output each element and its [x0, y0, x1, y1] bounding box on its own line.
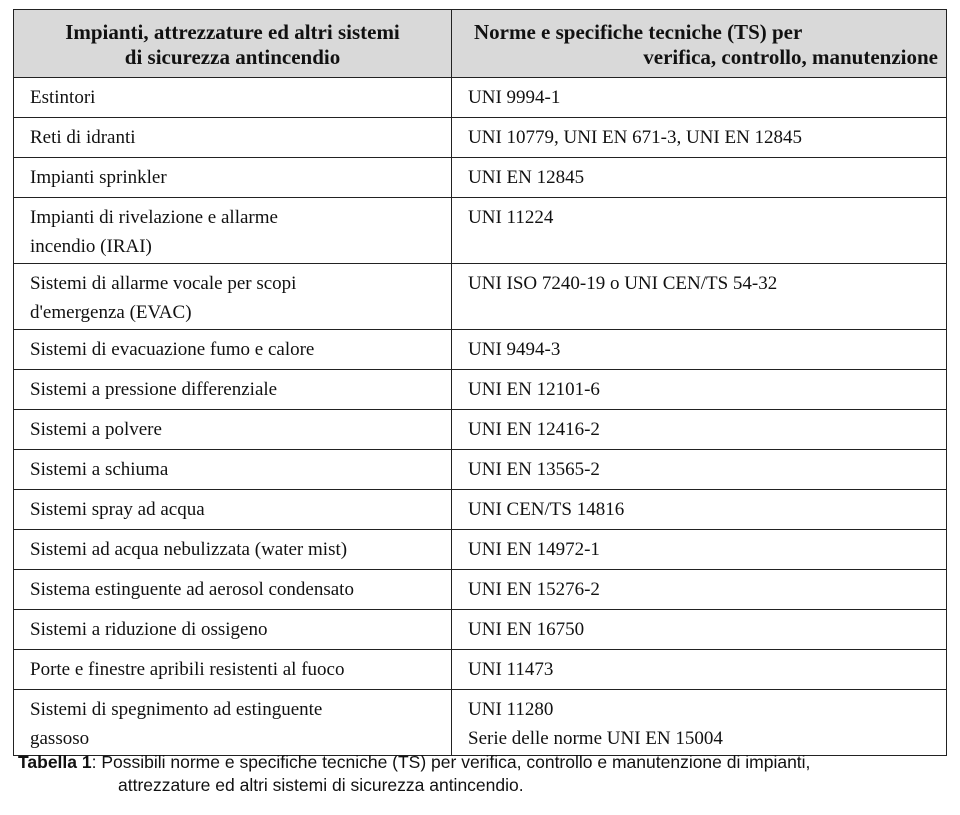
header-norms-line-1: Norme e specifiche tecniche (TS) per: [474, 20, 803, 44]
norm-reference: UNI 11473: [468, 659, 554, 680]
cell-system: Sistemi a pressione differenziale: [13, 369, 452, 410]
cell-norms: UNI EN 13565-2: [451, 449, 947, 490]
norm-reference: Serie delle norme UNI EN 15004: [468, 728, 723, 749]
norm-reference: UNI CEN/TS 14816: [468, 499, 625, 520]
header-norms: Norme e specifiche tecniche (TS) per ver…: [451, 9, 947, 78]
system-name: Sistemi di allarme vocale per scopi: [30, 273, 297, 294]
caption-text-line-2: attrezzature ed altri sistemi di sicurez…: [118, 775, 524, 795]
system-name: Sistemi a pressione differenziale: [30, 379, 278, 400]
system-name: Sistemi ad acqua nebulizzata (water mist…: [30, 539, 348, 560]
system-name: Sistemi di spegnimento ad estinguente: [30, 699, 323, 720]
caption-text-line-1: : Possibili norme e specifiche tecniche …: [91, 752, 811, 772]
cell-system: Sistemi a schiuma: [13, 449, 452, 490]
norm-reference: UNI EN 12416-2: [468, 419, 600, 440]
cell-norms: UNI CEN/TS 14816: [451, 489, 947, 530]
table-body: Estintori UNI 9994-1 Reti di idranti UNI 10…: [13, 77, 947, 756]
system-name: Porte e finestre apribili resistenti al …: [30, 659, 345, 680]
header-systems-line-1: Impianti, attrezzature ed altri sistemi: [65, 20, 400, 44]
system-name: incendio (IRAI): [30, 236, 152, 257]
cell-system: Sistema estinguente ad aerosol condensat…: [13, 569, 452, 610]
table-row: Sistemi ad acqua nebulizzata (water mist…: [13, 529, 947, 570]
norm-reference: UNI EN 12845: [468, 167, 585, 188]
table-row: Estintori UNI 9994-1: [13, 77, 947, 118]
table-row: Sistemi a schiuma UNI EN 13565-2: [13, 449, 947, 490]
table-caption: Tabella 1: Possibili norme e specifiche …: [18, 751, 953, 797]
cell-norms: UNI 9994-1: [451, 77, 947, 118]
system-name: Sistema estinguente ad aerosol condensat…: [30, 579, 354, 600]
cell-norms: UNI 11280 Serie delle norme UNI EN 15004: [451, 689, 947, 756]
table-row: Reti di idranti UNI 10779, UNI EN 671-3, …: [13, 117, 947, 158]
table-row: Impianti di rivelazione e allarme incendi…: [13, 197, 947, 264]
cell-system: Sistemi a polvere: [13, 409, 452, 450]
table-row: Sistemi a pressione differenziale UNI EN …: [13, 369, 947, 410]
cell-system: Estintori: [13, 77, 452, 118]
norm-reference: UNI 9994-1: [468, 87, 561, 108]
header-systems-line-2: di sicurezza antincendio: [124, 45, 341, 69]
cell-norms: UNI 9494-3: [451, 329, 947, 370]
cell-norms: UNI EN 14972-1: [451, 529, 947, 570]
table-row: Sistemi di allarme vocale per scopi d'eme…: [13, 263, 947, 330]
cell-norms: UNI 10779, UNI EN 671-3, UNI EN 12845: [451, 117, 947, 158]
cell-system: Sistemi a riduzione di ossigeno: [13, 609, 452, 650]
table-row: Sistemi spray ad acqua UNI CEN/TS 14816: [13, 489, 947, 530]
table-row: Impianti sprinkler UNI EN 12845: [13, 157, 947, 198]
standards-table: Impianti, attrezzature ed altri sistemi …: [13, 9, 947, 756]
norm-reference: UNI 9494-3: [468, 339, 561, 360]
cell-system: Sistemi di spegnimento ad estinguente gas…: [13, 689, 452, 756]
table-row: Sistemi di evacuazione fumo e calore UNI …: [13, 329, 947, 370]
norm-reference: UNI 10779, UNI EN 671-3, UNI EN 12845: [468, 127, 803, 148]
cell-norms: UNI EN 12101-6: [451, 369, 947, 410]
norm-reference: UNI 11224: [468, 207, 554, 228]
header-norms-line-2: verifica, controllo, manutenzione: [643, 45, 938, 69]
system-name: d'emergenza (EVAC): [30, 302, 192, 323]
system-name: Sistemi a riduzione di ossigeno: [30, 619, 268, 640]
norm-reference: UNI EN 15276-2: [468, 579, 600, 600]
norm-reference: UNI 11280: [468, 699, 554, 720]
system-name: Reti di idranti: [30, 127, 136, 148]
table-row: Sistemi di spegnimento ad estinguente gas…: [13, 689, 947, 756]
cell-system: Sistemi di allarme vocale per scopi d'eme…: [13, 263, 452, 330]
header-systems: Impianti, attrezzature ed altri sistemi …: [13, 9, 452, 78]
cell-norms: UNI EN 12416-2: [451, 409, 947, 450]
table-row: Sistema estinguente ad aerosol condensat…: [13, 569, 947, 610]
system-name: Sistemi a schiuma: [30, 459, 169, 480]
table-row: Sistemi a polvere UNI EN 12416-2: [13, 409, 947, 450]
norm-reference: UNI EN 16750: [468, 619, 585, 640]
system-name: Impianti di rivelazione e allarme: [30, 207, 278, 228]
norm-reference: UNI EN 12101-6: [468, 379, 600, 400]
cell-system: Impianti sprinkler: [13, 157, 452, 198]
cell-norms: UNI EN 16750: [451, 609, 947, 650]
cell-system: Reti di idranti: [13, 117, 452, 158]
system-name: Sistemi di evacuazione fumo e calore: [30, 339, 315, 360]
cell-norms: UNI 11473: [451, 649, 947, 690]
table-header-row: Impianti, attrezzature ed altri sistemi …: [13, 9, 947, 78]
cell-norms: UNI ISO 7240-19 o UNI CEN/TS 54-32: [451, 263, 947, 330]
cell-norms: UNI 11224: [451, 197, 947, 264]
system-name: gassoso: [30, 728, 90, 749]
cell-system: Sistemi ad acqua nebulizzata (water mist…: [13, 529, 452, 570]
norm-reference: UNI EN 13565-2: [468, 459, 600, 480]
table-row: Sistemi a riduzione di ossigeno UNI EN 16…: [13, 609, 947, 650]
norm-reference: UNI ISO 7240-19 o UNI CEN/TS 54-32: [468, 273, 778, 294]
cell-system: Sistemi di evacuazione fumo e calore: [13, 329, 452, 370]
system-name: Sistemi a polvere: [30, 419, 162, 440]
caption-label: Tabella 1: [18, 752, 92, 772]
cell-system: Porte e finestre apribili resistenti al …: [13, 649, 452, 690]
cell-system: Impianti di rivelazione e allarme incendi…: [13, 197, 452, 264]
cell-norms: UNI EN 15276-2: [451, 569, 947, 610]
table-row: Porte e finestre apribili resistenti al …: [13, 649, 947, 690]
system-name: Impianti sprinkler: [30, 167, 167, 188]
system-name: Estintori: [30, 87, 96, 108]
cell-norms: UNI EN 12845: [451, 157, 947, 198]
norm-reference: UNI EN 14972-1: [468, 539, 600, 560]
cell-system: Sistemi spray ad acqua: [13, 489, 452, 530]
system-name: Sistemi spray ad acqua: [30, 499, 205, 520]
